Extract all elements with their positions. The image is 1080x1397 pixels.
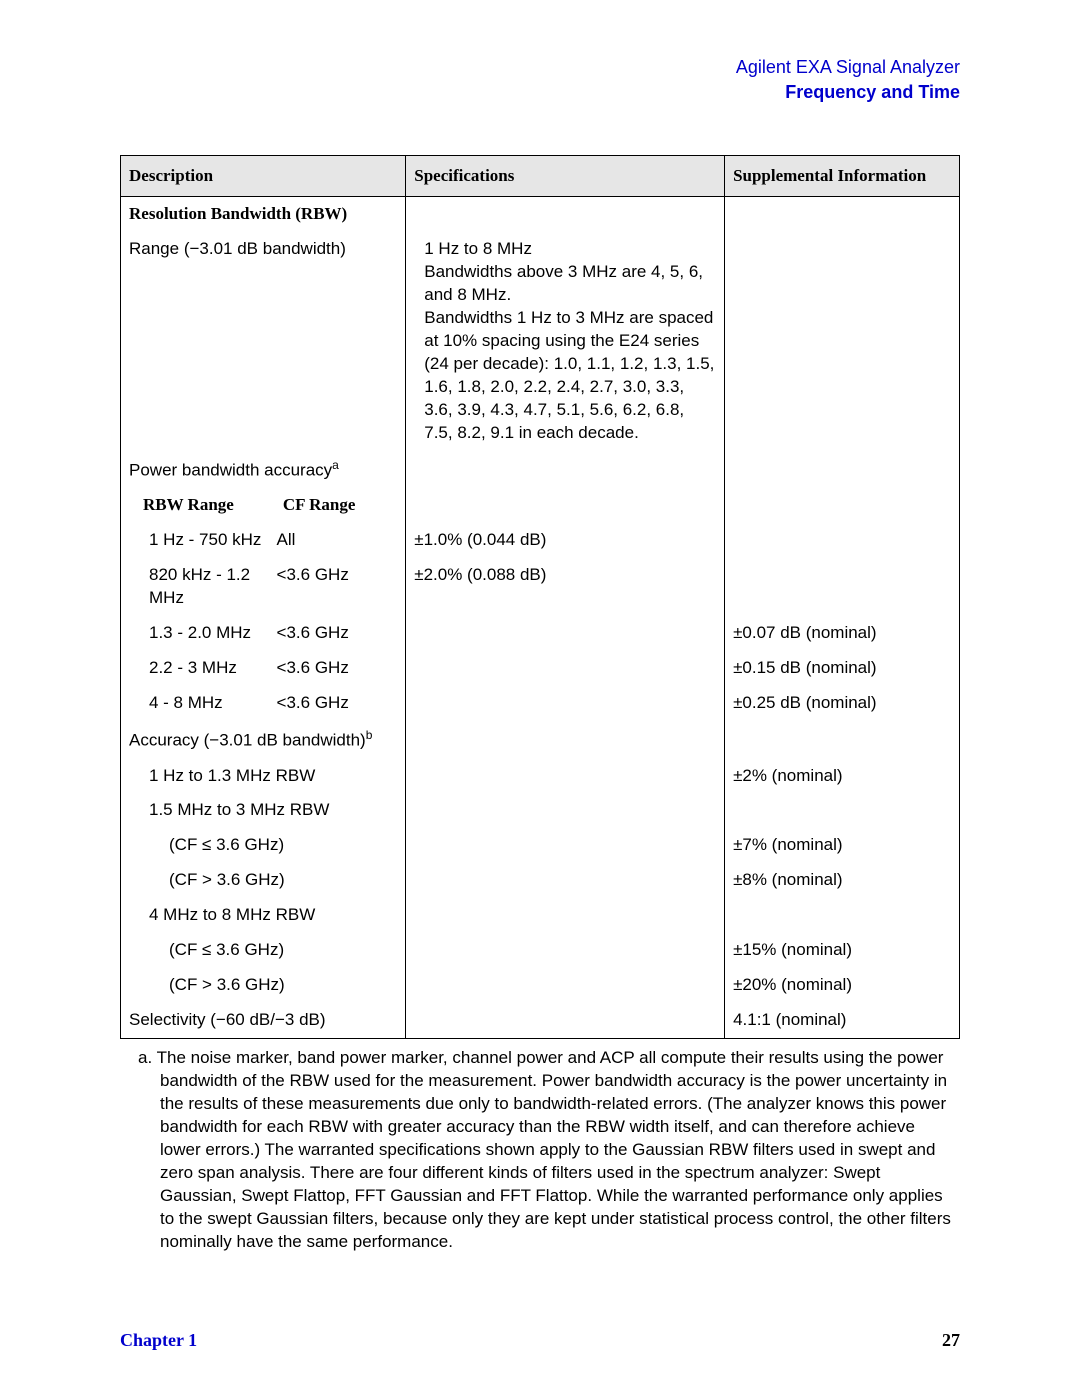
accuracy-title: Accuracy (−3.01 dB bandwidth) — [129, 731, 366, 750]
pba-title-row: Power bandwidth accuracya — [121, 451, 960, 489]
pba-rbw: 4 - 8 MHz — [129, 692, 223, 715]
footer-chapter: Chapter 1 — [120, 1330, 197, 1351]
pba-row: 2.2 - 3 MHz <3.6 GHz ±0.15 dB (nominal) — [121, 651, 960, 686]
footnote-marker: a. — [138, 1048, 152, 1067]
acc-desc: 1 Hz to 1.3 MHz RBW — [129, 765, 315, 788]
pba-cf: <3.6 GHz — [277, 622, 398, 645]
acc-supp: ±7% (nominal) — [725, 828, 960, 863]
accuracy-row: (CF ≤ 3.6 GHz) ±7% (nominal) — [121, 828, 960, 863]
footnote-a: a. The noise marker, band power marker, … — [120, 1047, 960, 1253]
pba-cf: <3.6 GHz — [277, 657, 398, 680]
acc-supp: ±8% (nominal) — [725, 863, 960, 898]
selectivity-desc: Selectivity (−60 dB/−3 dB) — [121, 1003, 406, 1038]
pba-title: Power bandwidth accuracy — [129, 460, 332, 479]
subheader-cf-range: CF Range — [283, 494, 397, 517]
pba-row: 1.3 - 2.0 MHz <3.6 GHz ±0.07 dB (nominal) — [121, 616, 960, 651]
acc-desc: (CF > 3.6 GHz) — [129, 869, 285, 892]
range-row: Range (−3.01 dB bandwidth) 1 Hz to 8 MHz… — [121, 232, 960, 450]
footer-page-number: 27 — [942, 1330, 960, 1351]
header-product-line: Agilent EXA Signal Analyzer — [120, 55, 960, 80]
pba-supp: ±0.07 dB (nominal) — [725, 616, 960, 651]
range-desc: Range (−3.01 dB bandwidth) — [121, 232, 406, 450]
accuracy-row: 4 MHz to 8 MHz RBW — [121, 898, 960, 933]
pba-supp — [725, 523, 960, 558]
acc-desc: (CF > 3.6 GHz) — [129, 974, 285, 997]
acc-supp: ±2% (nominal) — [725, 759, 960, 794]
acc-desc: (CF ≤ 3.6 GHz) — [129, 939, 284, 962]
pba-cf: All — [277, 529, 398, 552]
col-specifications: Specifications — [406, 156, 725, 197]
acc-desc: 4 MHz to 8 MHz RBW — [129, 904, 315, 927]
pba-spec — [406, 651, 725, 686]
selectivity-row: Selectivity (−60 dB/−3 dB) 4.1:1 (nomina… — [121, 1003, 960, 1038]
selectivity-supp: 4.1:1 (nominal) — [725, 1003, 960, 1038]
pba-rbw: 820 kHz - 1.2 MHz — [129, 564, 277, 610]
pba-supp: ±0.15 dB (nominal) — [725, 651, 960, 686]
running-header: Agilent EXA Signal Analyzer Frequency an… — [120, 55, 960, 105]
accuracy-title-cell: Accuracy (−3.01 dB bandwidth)b — [121, 721, 406, 759]
acc-supp — [725, 898, 960, 933]
acc-desc: 1.5 MHz to 3 MHz RBW — [129, 799, 329, 822]
pba-footnote-marker: a — [332, 458, 339, 472]
pba-supp: ±0.25 dB (nominal) — [725, 686, 960, 721]
page-footer: Chapter 1 27 — [120, 1330, 960, 1351]
pba-rbw: 1.3 - 2.0 MHz — [129, 622, 251, 645]
accuracy-row: (CF > 3.6 GHz) ±8% (nominal) — [121, 863, 960, 898]
accuracy-row: (CF > 3.6 GHz) ±20% (nominal) — [121, 968, 960, 1003]
col-supplemental: Supplemental Information — [725, 156, 960, 197]
accuracy-title-row: Accuracy (−3.01 dB bandwidth)b — [121, 721, 960, 759]
col-description: Description — [121, 156, 406, 197]
rbw-section-title: Resolution Bandwidth (RBW) — [129, 204, 347, 223]
acc-desc: (CF ≤ 3.6 GHz) — [129, 834, 284, 857]
pba-cf: <3.6 GHz — [277, 564, 398, 610]
pba-row: 4 - 8 MHz <3.6 GHz ±0.25 dB (nominal) — [121, 686, 960, 721]
pba-subheader-row: RBW Range CF Range — [121, 488, 960, 523]
pba-spec — [406, 686, 725, 721]
pba-spec: ±1.0% (0.044 dB) — [406, 523, 725, 558]
pba-row: 820 kHz - 1.2 MHz<3.6 GHz ±2.0% (0.088 d… — [121, 558, 960, 616]
pba-spec: ±2.0% (0.088 dB) — [406, 558, 725, 616]
table-header-row: Description Specifications Supplemental … — [121, 156, 960, 197]
acc-supp — [725, 793, 960, 828]
pba-rbw: 1 Hz - 750 kHz — [129, 529, 261, 552]
pba-cf: <3.6 GHz — [277, 692, 398, 715]
accuracy-footnote-marker: b — [366, 728, 373, 742]
spec-table: Description Specifications Supplemental … — [120, 155, 960, 1039]
pba-rbw: 2.2 - 3 MHz — [129, 657, 237, 680]
range-spec: 1 Hz to 8 MHz Bandwidths above 3 MHz are… — [406, 232, 725, 450]
acc-supp: ±15% (nominal) — [725, 933, 960, 968]
pba-row: 1 Hz - 750 kHz All ±1.0% (0.044 dB) — [121, 523, 960, 558]
acc-supp: ±20% (nominal) — [725, 968, 960, 1003]
header-section-line: Frequency and Time — [120, 80, 960, 105]
accuracy-row: 1 Hz to 1.3 MHz RBW ±2% (nominal) — [121, 759, 960, 794]
footnote-text: The noise marker, band power marker, cha… — [157, 1048, 951, 1251]
pba-spec — [406, 616, 725, 651]
pba-title-cell: Power bandwidth accuracya — [121, 451, 406, 489]
accuracy-row: 1.5 MHz to 3 MHz RBW — [121, 793, 960, 828]
accuracy-row: (CF ≤ 3.6 GHz) ±15% (nominal) — [121, 933, 960, 968]
subheader-rbw-range: RBW Range — [129, 494, 283, 517]
section-title-row: Resolution Bandwidth (RBW) — [121, 197, 960, 232]
page: Agilent EXA Signal Analyzer Frequency an… — [0, 0, 1080, 1397]
pba-supp — [725, 558, 960, 616]
